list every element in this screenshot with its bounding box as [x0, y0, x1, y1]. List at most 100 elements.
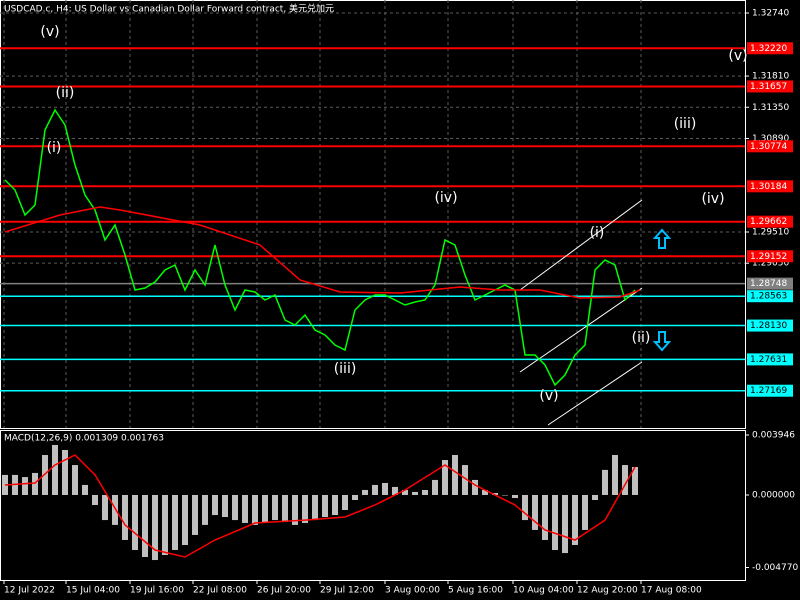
macd-bar: [462, 465, 468, 495]
wave-label: (iv): [434, 190, 457, 206]
macd-bar: [32, 472, 38, 495]
macd-bar: [592, 494, 598, 500]
macd-bar: [422, 489, 428, 495]
plot: [2, 108, 641, 561]
macd-bar: [62, 449, 68, 495]
macd-bar: [252, 494, 258, 525]
macd-bar: [562, 494, 568, 554]
macd-bar: [362, 489, 368, 495]
level-label-box: [747, 384, 793, 397]
level-label: 1.28748: [750, 279, 787, 289]
macd-bar: [542, 494, 548, 540]
macd-bar: [332, 494, 338, 516]
macd-bar: [272, 494, 278, 521]
macd-bar: [132, 494, 138, 551]
macd-panel-border: [0, 430, 746, 581]
y-tick-label: 1.29050: [752, 259, 789, 269]
macd-bar: [192, 494, 198, 535]
macd-bar: [122, 494, 128, 540]
level-label-box: [747, 140, 793, 153]
y-tick-label: 1.31810: [752, 72, 789, 82]
x-tick-label: 3 Aug 00:00: [385, 586, 440, 596]
level-label: 1.30184: [750, 182, 787, 192]
macd-bar: [82, 484, 88, 495]
y-tick-label: 1.30890: [752, 134, 789, 144]
macd-bar: [112, 494, 118, 525]
macd-bar: [392, 486, 398, 495]
macd-bar: [412, 491, 418, 495]
channel-line: [547, 361, 643, 426]
x-tick-label: 12 Aug 20:00: [577, 586, 638, 596]
y-tick-label: 1.31350: [752, 103, 789, 113]
macd-bar: [182, 494, 188, 545]
macd-bar: [552, 494, 558, 551]
macd-title: MACD(12,26,9) 0.001309 0.001763: [4, 434, 164, 444]
signal-line: [4, 454, 636, 558]
macd-bar: [72, 465, 78, 495]
moving-average: [4, 206, 641, 299]
macd-bar: [582, 494, 588, 530]
wave-label: (i): [47, 140, 62, 156]
chart-title: USDCAD.c, H4: US Dollar vs Canadian Doll…: [4, 3, 334, 15]
macd-bar: [202, 494, 208, 525]
channel-line: [519, 287, 643, 373]
macd-bar: [322, 494, 328, 518]
level-label-box: [747, 290, 793, 303]
y-tick-label: 1.32740: [752, 9, 789, 19]
macd-bar: [352, 494, 358, 500]
level-label-box: [747, 215, 793, 228]
macd-bar: [522, 494, 528, 521]
x-tick-label: 26 Jul 20:00: [257, 586, 311, 596]
x-tick-label: 29 Jul 12:00: [320, 586, 374, 596]
macd-bar: [622, 465, 628, 495]
wave-label: (ii): [56, 85, 75, 101]
macd-bar: [632, 467, 638, 495]
channel-line: [519, 199, 643, 291]
level-label-box: [747, 42, 793, 55]
macd-bar: [342, 494, 348, 511]
macd-bar: [512, 494, 518, 499]
y-tick-label: 0.003946: [752, 431, 795, 441]
x-tick-label: 5 Aug 16:00: [448, 586, 503, 596]
wave-label: (v): [40, 24, 59, 40]
level-label: 1.32220: [750, 44, 787, 54]
macd-bar: [102, 494, 108, 521]
macd-bar: [262, 494, 268, 523]
macd-bar: [452, 455, 458, 495]
macd-bar: [372, 484, 378, 495]
macd-bar: [382, 482, 388, 495]
wave-label: (i): [590, 225, 605, 241]
macd-bar: [602, 469, 608, 495]
price-line: [4, 108, 636, 387]
macd-bar: [162, 494, 168, 556]
macd-bar: [142, 494, 148, 558]
level-label: 1.29662: [750, 217, 787, 227]
level-label: 1.31657: [750, 82, 787, 92]
macd-bar: [492, 493, 498, 495]
macd-bar: [532, 494, 538, 530]
level-label: 1.27631: [750, 355, 787, 365]
macd-bar: [472, 479, 478, 495]
macd-bar: [292, 494, 298, 525]
macd-bar: [402, 489, 408, 495]
macd-bar: [212, 494, 218, 516]
x-tick-label: 22 Jul 08:00: [193, 586, 247, 596]
macd-bar: [22, 477, 28, 495]
y-tick-label: 1.29510: [752, 228, 789, 238]
x-tick-label: 10 Aug 04:00: [513, 586, 574, 596]
wave-label: (iv): [701, 191, 724, 207]
macd-bar: [172, 494, 178, 551]
wave-label: (ii): [632, 330, 651, 346]
macd-bar: [312, 494, 318, 521]
macd-bar: [302, 494, 308, 523]
macd-bar: [52, 444, 58, 495]
macd-bar: [222, 494, 228, 518]
wave-label: (v): [728, 48, 747, 64]
macd-bar: [482, 489, 488, 495]
macd-bar: [232, 494, 238, 521]
macd-bar: [572, 494, 578, 545]
x-tick-label: 12 Jul 2022: [4, 586, 55, 596]
level-label-box: [747, 319, 793, 332]
